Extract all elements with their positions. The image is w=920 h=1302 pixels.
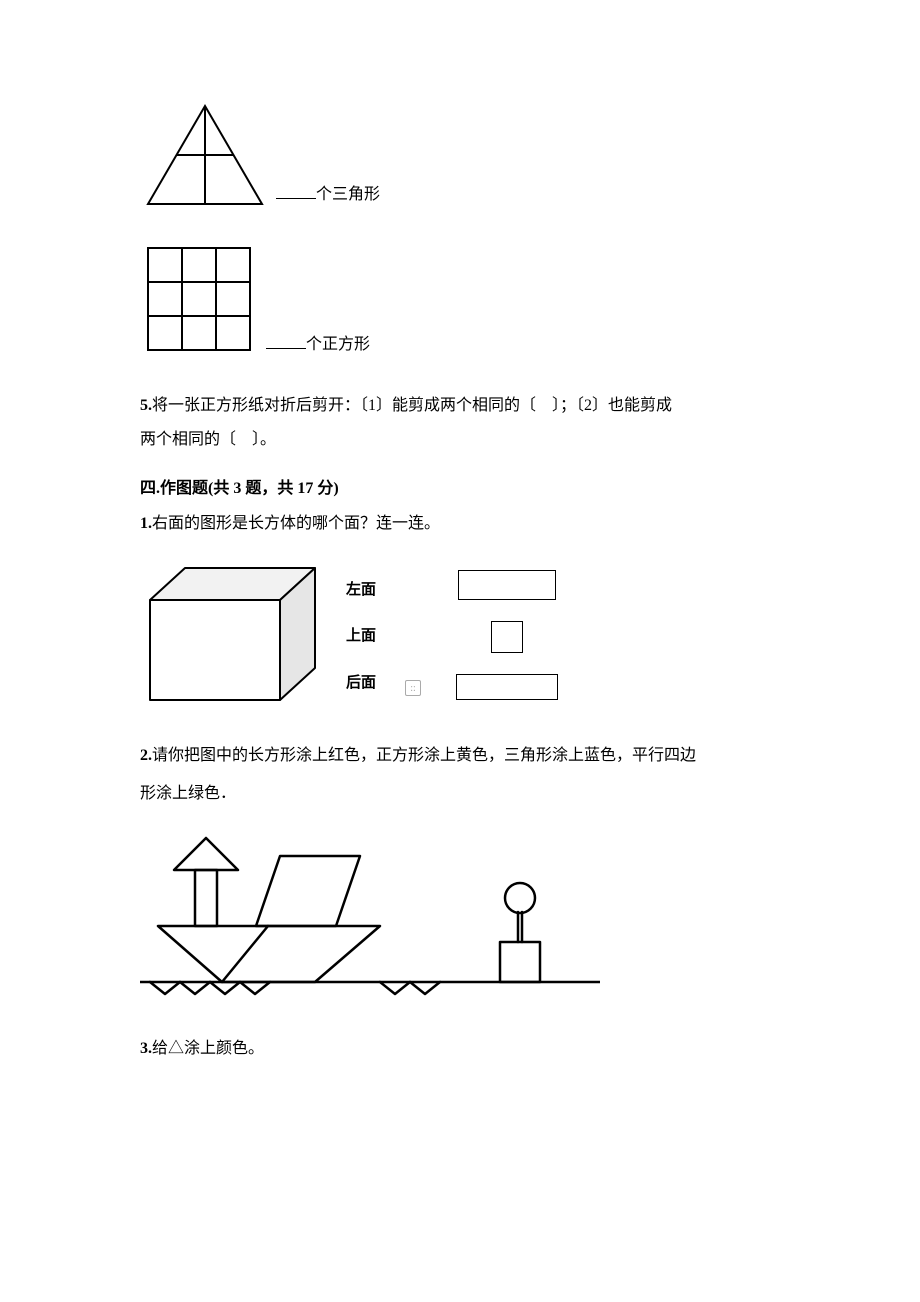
match-rect-bot xyxy=(456,674,558,700)
match-rect-top xyxy=(458,570,556,600)
grid-caption-text: 个正方形 xyxy=(306,336,370,353)
q5-text-a: 将一张正方形纸对折后剪开：〔1〕能剪成两个相同的〔 〕；〔2〕也能剪成 xyxy=(152,397,672,414)
q4-2-text-b: 形涂上绿色． xyxy=(140,785,236,802)
boat-figure xyxy=(140,834,600,1004)
section4-title: 四.作图题(共 3 题，共 17 分) xyxy=(140,474,780,498)
watermark-text: :: xyxy=(410,683,416,694)
match-square-mid xyxy=(491,621,523,653)
q4-1-body: 右面的图形是长方体的哪个面？连一连。 xyxy=(152,515,440,532)
label-back-face: 后面 xyxy=(346,671,376,692)
watermark-icon: :: xyxy=(405,680,421,696)
face-labels: 左面 上面 后面 xyxy=(346,565,376,705)
grid-blank xyxy=(266,334,306,349)
match-shapes xyxy=(456,560,558,710)
q5-prefix: 5. xyxy=(140,397,152,414)
page: 个三角形 个正方形 5.将一张正方形纸对折后剪开：〔1〕能剪成两个相同的〔 〕；… xyxy=(0,0,920,1302)
cuboid-figure xyxy=(140,560,330,710)
q4-2-line1: 2.请你把图中的长方形涂上红色，正方形涂上黄色，三角形涂上蓝色，平行四边 xyxy=(140,740,780,772)
grid-caption: 个正方形 xyxy=(266,330,370,354)
triangle-caption-text: 个三角形 xyxy=(316,186,380,203)
q5-line1: 5.将一张正方形纸对折后剪开：〔1〕能剪成两个相同的〔 〕；〔2〕也能剪成 xyxy=(140,390,780,422)
triangle-figure xyxy=(140,100,270,210)
q4-2-prefix: 2. xyxy=(140,747,152,764)
q4-1-text: 1.右面的图形是长方体的哪个面？连一连。 xyxy=(140,508,780,540)
q5-text-b: 两个相同的〔 〕。 xyxy=(140,431,276,448)
q4-2-line2: 形涂上绿色． xyxy=(140,778,780,810)
q4-3-text: 3.给△涂上颜色。 xyxy=(140,1033,780,1065)
triangle-figure-row: 个三角形 xyxy=(140,100,780,210)
grid-figure xyxy=(140,240,260,360)
q4-3-prefix: 3. xyxy=(140,1040,152,1057)
q5-line2: 两个相同的〔 〕。 xyxy=(140,424,780,456)
label-left-face: 左面 xyxy=(346,578,376,599)
grid-figure-row: 个正方形 xyxy=(140,240,780,360)
cuboid-area: 左面 上面 后面 xyxy=(140,560,780,710)
triangle-blank xyxy=(276,184,316,199)
q4-1-prefix: 1. xyxy=(140,515,152,532)
triangle-caption: 个三角形 xyxy=(276,180,380,204)
label-top-face: 上面 xyxy=(346,624,376,645)
q4-2-text-a: 请你把图中的长方形涂上红色，正方形涂上黄色，三角形涂上蓝色，平行四边 xyxy=(152,747,696,764)
q4-3-body: 给△涂上颜色。 xyxy=(152,1040,264,1057)
